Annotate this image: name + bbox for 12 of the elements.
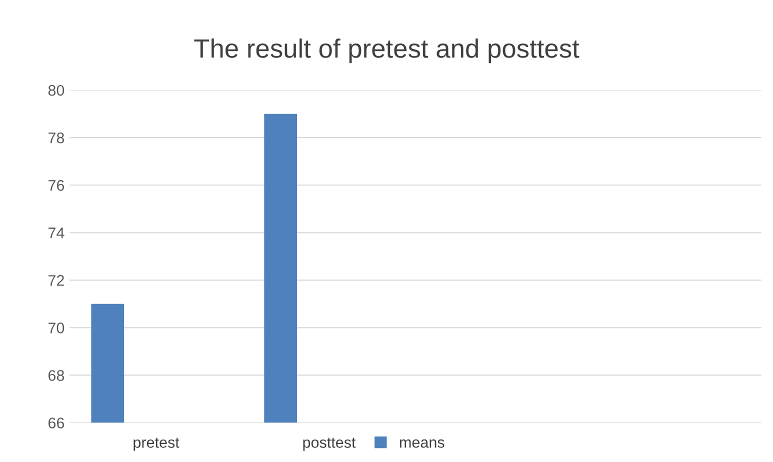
y-tick-label: 70 <box>48 322 64 334</box>
x-tick-label: posttest <box>303 438 356 451</box>
x-tick-label: pretest <box>134 438 180 451</box>
y-tick-label: 68 <box>48 370 64 381</box>
y-tick-label: 80 <box>48 84 64 96</box>
y-tick-label: 74 <box>48 228 64 238</box>
y-tick-label: 66 <box>48 418 64 428</box>
y-tick-label: 76 <box>48 180 64 191</box>
y-tick-label: 72 <box>48 275 64 286</box>
chart-title: The result of pretest and posttest <box>194 38 580 64</box>
y-tick-label: 78 <box>48 132 64 144</box>
legend-label: means <box>400 439 444 448</box>
